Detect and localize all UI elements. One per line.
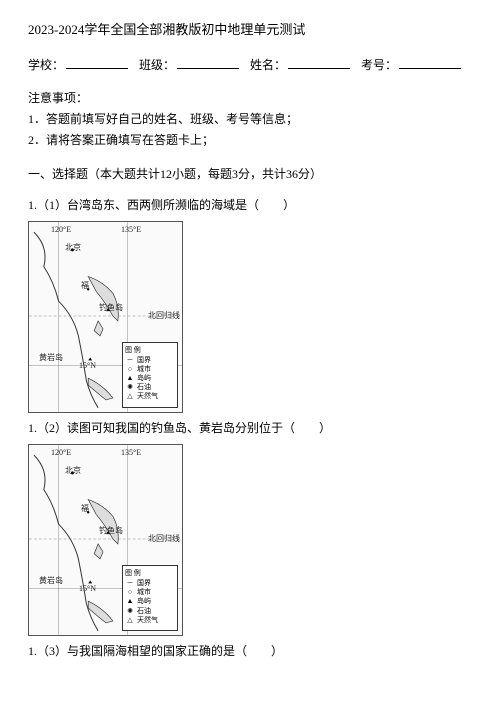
map-legend: 图 例 ─国界 ○城市 ▲岛屿 ✺石油 △天然气 — [122, 342, 178, 408]
legend-row: △天然气 — [125, 392, 175, 401]
legend-row: ▲岛屿 — [125, 597, 175, 606]
note-item: 2．请将答案正确填写在答题卡上； — [28, 131, 476, 150]
student-info-line: 学校： 班级： 姓名： 考号： — [28, 55, 476, 75]
legend-label: 天然气 — [137, 392, 158, 401]
map-figure-1: 120°E 135°E 北京 福 钓鱼岛 北回归线 黄岩岛 15°N 图 例 ─… — [28, 221, 183, 413]
place-fu: 福 — [81, 280, 89, 293]
lon-label-1: 120°E — [51, 224, 71, 237]
lat-15n: 15°N — [79, 360, 96, 373]
place-huangyan: 黄岩岛 — [39, 352, 63, 365]
question-1-1: 1.（1）台湾岛东、西两侧所濒临的海域是（ ） — [28, 196, 476, 215]
legend-row: ○城市 — [125, 365, 175, 374]
tropic-label: 北回归线 — [148, 533, 180, 546]
class-blank — [177, 55, 239, 69]
notes-block: 注意事项： 1．答题前填写好自己的姓名、班级、考号等信息； 2．请将答案正确填写… — [28, 89, 476, 151]
legend-title: 图 例 — [125, 568, 175, 579]
legend-label: 城市 — [137, 365, 151, 374]
class-label: 班级： — [139, 58, 175, 72]
page-title: 2023-2024学年全国全部湘教版初中地理单元测试 — [28, 20, 476, 41]
note-item: 1．答题前填写好自己的姓名、班级、考号等信息； — [28, 110, 476, 129]
place-fu: 福 — [81, 503, 89, 516]
legend-row: ─国界 — [125, 356, 175, 365]
legend-label: 国界 — [137, 356, 151, 365]
exam-no-blank — [399, 55, 461, 69]
legend-label: 天然气 — [137, 616, 158, 625]
place-diaoyu: 钓鱼岛 — [99, 525, 123, 538]
legend-symbol: △ — [125, 616, 135, 625]
legend-symbol: ○ — [125, 365, 135, 374]
legend-symbol: ✺ — [125, 383, 135, 392]
legend-symbol: ✺ — [125, 607, 135, 616]
place-huangyan: 黄岩岛 — [39, 575, 63, 588]
lon-label-2: 135°E — [121, 224, 141, 237]
legend-symbol: ─ — [125, 356, 135, 365]
legend-symbol: △ — [125, 392, 135, 401]
lat-15n: 15°N — [79, 583, 96, 596]
map-legend: 图 例 ─国界 ○城市 ▲岛屿 ✺石油 △天然气 — [122, 565, 178, 631]
legend-row: △天然气 — [125, 616, 175, 625]
legend-label: 石油 — [137, 607, 151, 616]
place-beijing: 北京 — [65, 465, 81, 478]
legend-row: ✺石油 — [125, 607, 175, 616]
section-title: 一、选择题（本大题共计12小题，每题3分，共计36分） — [28, 165, 476, 184]
legend-label: 岛屿 — [137, 597, 151, 606]
name-label: 姓名： — [250, 58, 286, 72]
school-blank — [66, 55, 128, 69]
map-figure-2: 120°E 135°E 北京 福 钓鱼岛 北回归线 黄岩岛 15°N 图 例 ─… — [28, 444, 183, 636]
tropic-label: 北回归线 — [148, 310, 180, 323]
place-beijing: 北京 — [65, 242, 81, 255]
lon-label-1: 120°E — [51, 447, 71, 460]
question-1-3: 1.（3）与我国隔海相望的国家正确的是（ ） — [28, 642, 476, 661]
legend-symbol: ○ — [125, 588, 135, 597]
school-label: 学校： — [28, 58, 64, 72]
legend-symbol: ▲ — [125, 374, 135, 383]
name-blank — [288, 55, 350, 69]
legend-title: 图 例 — [125, 345, 175, 356]
exam-no-label: 考号： — [361, 58, 397, 72]
legend-symbol: ▲ — [125, 597, 135, 606]
notes-heading: 注意事项： — [28, 89, 476, 108]
question-1-2: 1.（2）读图可知我国的钓鱼岛、黄岩岛分别位于（ ） — [28, 419, 476, 438]
lon-label-2: 135°E — [121, 447, 141, 460]
legend-symbol: ─ — [125, 579, 135, 588]
place-diaoyu: 钓鱼岛 — [99, 302, 123, 315]
